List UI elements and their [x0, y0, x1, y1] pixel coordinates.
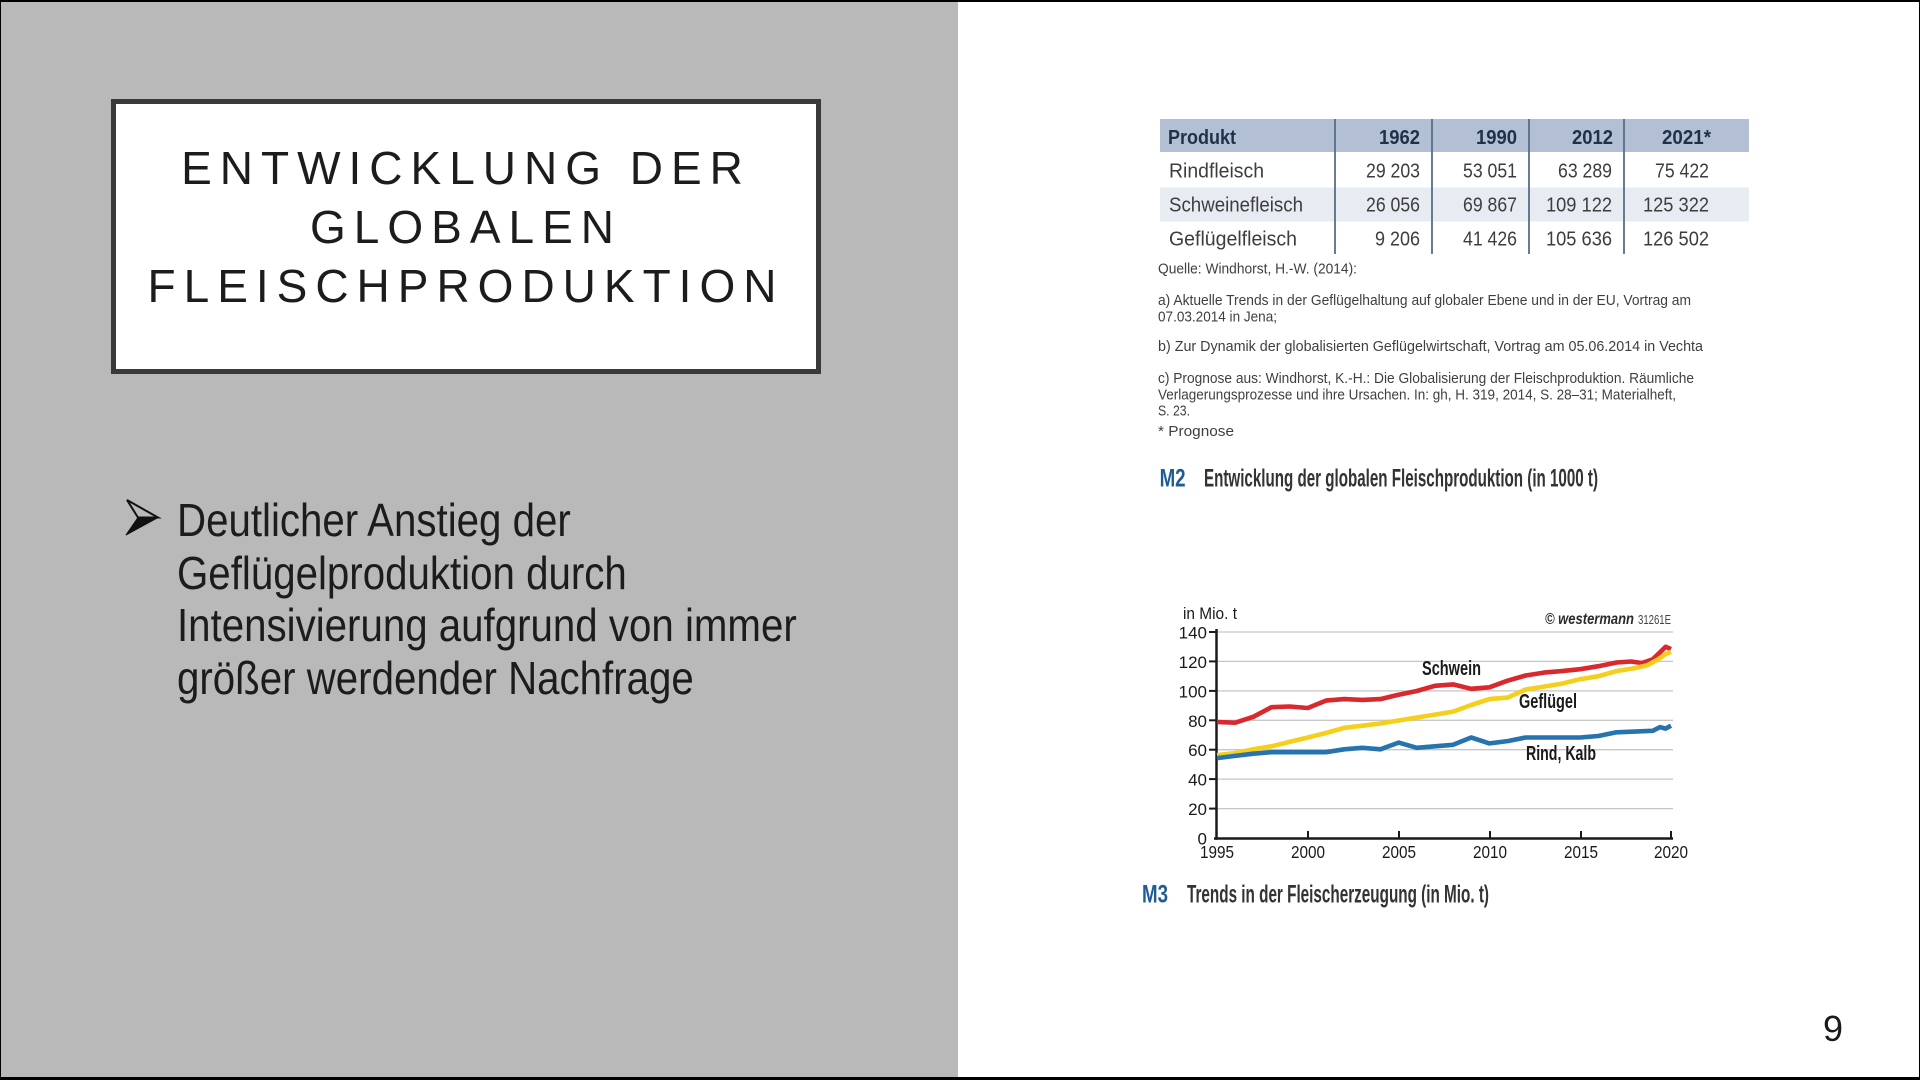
svg-text:Schweinefleisch: Schweinefleisch	[1169, 195, 1303, 217]
svg-text:126 502: 126 502	[1643, 229, 1709, 251]
svg-text:9 206: 9 206	[1375, 229, 1420, 251]
svg-text:07.03.2014 in Jena;: 07.03.2014 in Jena;	[1158, 309, 1277, 326]
svg-text:S. 23.: S. 23.	[1158, 403, 1190, 420]
svg-text:109 122: 109 122	[1546, 195, 1612, 217]
svg-text:60: 60	[1188, 741, 1207, 760]
svg-text:26 056: 26 056	[1366, 195, 1420, 217]
svg-text:Rindfleisch: Rindfleisch	[1169, 161, 1264, 183]
svg-text:© westermann: © westermann	[1545, 611, 1634, 628]
svg-text:100: 100	[1179, 682, 1207, 701]
svg-text:Verlagerungsprozesse und ihre: Verlagerungsprozesse und ihre Ursachen. …	[1158, 387, 1676, 404]
svg-text:0: 0	[1198, 830, 1207, 849]
svg-text:53 051: 53 051	[1463, 161, 1517, 183]
svg-text:20: 20	[1188, 800, 1207, 819]
svg-text:c) Prognose aus: Windhorst, K.: c) Prognose aus: Windhorst, K.-H.: Die G…	[1158, 370, 1694, 387]
svg-text:Schwein: Schwein	[1422, 658, 1481, 680]
svg-text:105 636: 105 636	[1546, 229, 1612, 251]
svg-text:Produkt: Produkt	[1168, 127, 1236, 149]
svg-text:* Prognose: * Prognose	[1158, 423, 1234, 440]
svg-text:1962: 1962	[1379, 127, 1420, 149]
svg-text:Quelle: Windhorst, H.-W. (2014: Quelle: Windhorst, H.-W. (2014):	[1158, 261, 1357, 278]
svg-text:Geflügelfleisch: Geflügelfleisch	[1169, 229, 1297, 251]
svg-text:a) Aktuelle Trends in der Gefl: a) Aktuelle Trends in der Geflügelhaltun…	[1158, 292, 1691, 309]
svg-text:2020: 2020	[1654, 842, 1688, 862]
svg-text:M3: M3	[1142, 881, 1168, 909]
svg-text:M2: M2	[1160, 465, 1186, 493]
svg-text:2000: 2000	[1291, 842, 1325, 862]
svg-text:41 426: 41 426	[1463, 229, 1517, 251]
svg-text:1990: 1990	[1476, 127, 1517, 149]
svg-text:75 422: 75 422	[1655, 161, 1709, 183]
svg-text:2015: 2015	[1564, 842, 1598, 862]
svg-text:80: 80	[1188, 712, 1207, 731]
svg-text:69 867: 69 867	[1463, 195, 1517, 217]
svg-text:b) Zur Dynamik der globalisier: b) Zur Dynamik der globalisierten Geflüg…	[1158, 338, 1704, 355]
svg-text:in Mio. t: in Mio. t	[1183, 604, 1237, 623]
svg-text:Entwicklung der globalen Fleis: Entwicklung der globalen Fleischprodukti…	[1204, 465, 1598, 493]
svg-text:2012: 2012	[1572, 127, 1613, 149]
svg-text:40: 40	[1188, 771, 1207, 790]
svg-text:Trends in der Fleischerzeugung: Trends in der Fleischerzeugung (in Mio. …	[1187, 881, 1489, 909]
svg-text:120: 120	[1179, 653, 1207, 672]
svg-text:Rind, Kalb: Rind, Kalb	[1526, 743, 1596, 765]
svg-text:29 203: 29 203	[1366, 161, 1420, 183]
svg-text:140: 140	[1179, 624, 1207, 643]
svg-text:2021*: 2021*	[1662, 127, 1711, 149]
svg-text:1995: 1995	[1200, 842, 1234, 862]
svg-text:31261E: 31261E	[1638, 613, 1671, 627]
svg-text:2005: 2005	[1382, 842, 1416, 862]
svg-text:125 322: 125 322	[1643, 195, 1709, 217]
svg-text:2010: 2010	[1473, 842, 1507, 862]
svg-text:63 289: 63 289	[1558, 161, 1612, 183]
svg-text:Geflügel: Geflügel	[1519, 691, 1577, 713]
